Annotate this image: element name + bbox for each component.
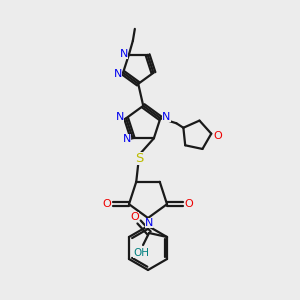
Text: O: O — [131, 212, 140, 222]
Text: N: N — [120, 49, 128, 59]
Text: O: O — [213, 131, 222, 141]
Text: O: O — [103, 199, 111, 209]
Text: N: N — [122, 134, 131, 144]
Text: N: N — [114, 69, 122, 79]
Text: OH: OH — [133, 248, 149, 258]
Text: S: S — [135, 152, 143, 165]
Text: O: O — [184, 199, 194, 209]
Text: N: N — [145, 218, 153, 228]
Text: N: N — [162, 112, 171, 122]
Text: N: N — [116, 112, 124, 122]
